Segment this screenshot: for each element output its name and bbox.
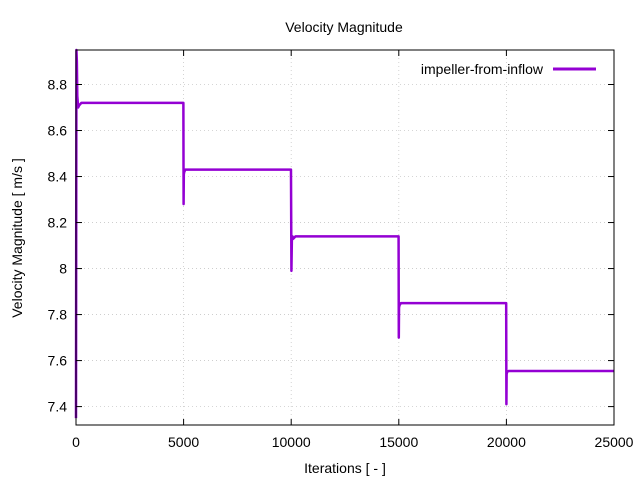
x-tick-label: 0: [72, 434, 80, 450]
series-layer: [74, 48, 614, 419]
y-tick-label: 8.4: [48, 169, 68, 185]
series-line: [74, 48, 614, 419]
x-tick-label: 15000: [379, 434, 418, 450]
y-tick-label: 7.6: [48, 353, 68, 369]
y-tick-label: 8: [59, 261, 67, 277]
y-tick-label: 8.6: [48, 123, 68, 139]
x-tick-label: 5000: [168, 434, 199, 450]
axis-ticks: 0 5000 10000 15000 20000 25000 7.4 7.6 7.8 8 8.2 8.…: [48, 50, 634, 450]
x-tick-label: 25000: [595, 434, 634, 450]
y-tick-label: 7.8: [48, 307, 68, 323]
legend-label: impeller-from-inflow: [421, 61, 544, 77]
y-tick-label: 8.8: [48, 77, 68, 93]
x-tick-label: 20000: [487, 434, 526, 450]
chart-title: Velocity Magnitude: [285, 19, 403, 35]
x-tick-label: 10000: [272, 434, 311, 450]
x-axis-label: Iterations [ - ]: [304, 460, 386, 476]
y-tick-label: 8.2: [48, 215, 68, 231]
y-axis-label: Velocity Magnitude [ m/s ]: [9, 158, 25, 318]
legend: impeller-from-inflow: [421, 61, 596, 77]
plot-frame: [75, 49, 615, 426]
y-tick-label: 7.4: [48, 399, 68, 415]
